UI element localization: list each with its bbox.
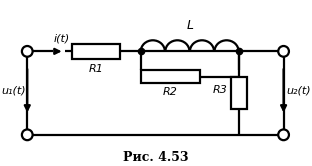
Text: R1: R1 xyxy=(88,64,103,74)
FancyBboxPatch shape xyxy=(231,77,247,110)
Text: u₁(t): u₁(t) xyxy=(2,85,26,95)
Text: u₂(t): u₂(t) xyxy=(286,85,311,95)
FancyBboxPatch shape xyxy=(140,70,200,83)
Text: R2: R2 xyxy=(163,87,178,97)
Text: L: L xyxy=(186,19,193,32)
Text: R3: R3 xyxy=(213,85,228,95)
FancyBboxPatch shape xyxy=(72,44,120,59)
Text: Рис. 4.53: Рис. 4.53 xyxy=(123,151,188,164)
Text: i(t): i(t) xyxy=(53,33,70,43)
